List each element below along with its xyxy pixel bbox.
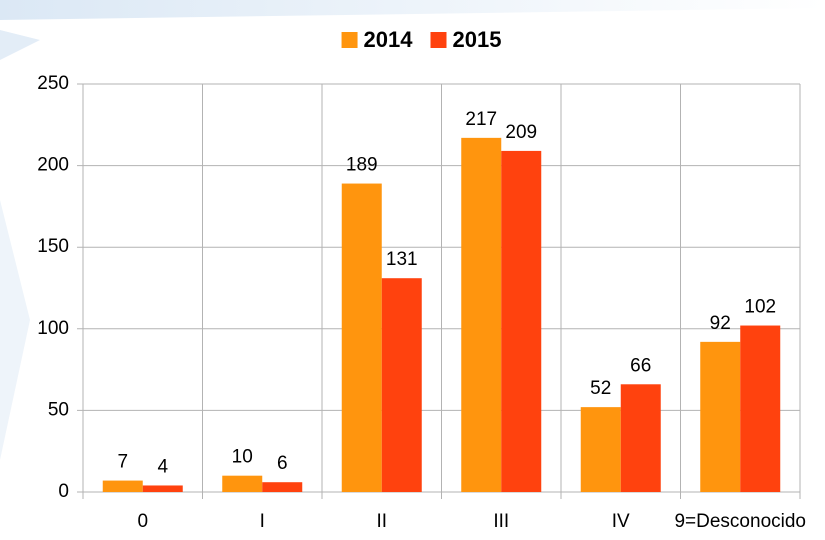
bar — [740, 325, 781, 492]
y-tick-label: 50 — [48, 399, 69, 420]
bar — [620, 384, 661, 492]
bar — [262, 482, 303, 492]
bar — [580, 407, 621, 492]
data-label: 10 — [232, 447, 253, 468]
data-label: 4 — [157, 456, 168, 477]
legend-label: 2014 — [364, 27, 414, 52]
legend-swatch — [341, 32, 358, 48]
data-label: 217 — [465, 109, 497, 130]
data-label: 102 — [744, 297, 776, 318]
decoration — [0, 0, 825, 20]
decoration — [0, 30, 40, 60]
bar — [102, 480, 143, 492]
decoration — [0, 200, 30, 460]
data-label: 209 — [505, 122, 537, 143]
bar — [501, 150, 542, 493]
data-label: 131 — [386, 249, 418, 270]
x-tick-label: I — [260, 511, 265, 532]
x-tick-label: IV — [612, 511, 630, 532]
bar — [142, 485, 183, 492]
bar — [222, 475, 263, 492]
data-label: 189 — [346, 155, 378, 176]
x-tick-label: II — [376, 511, 387, 532]
bar — [700, 341, 741, 492]
y-tick-label: 150 — [37, 236, 69, 257]
data-label: 7 — [117, 452, 128, 473]
x-tick-label: 0 — [137, 511, 148, 532]
bar — [381, 278, 422, 492]
data-label: 92 — [710, 313, 731, 334]
y-tick-label: 250 — [37, 73, 69, 94]
bar — [461, 137, 502, 492]
legend-swatch — [430, 32, 447, 48]
legend-label: 2015 — [453, 27, 502, 52]
y-tick-label: 0 — [58, 481, 69, 502]
y-tick-label: 100 — [37, 318, 69, 339]
y-tick-label: 200 — [37, 155, 69, 176]
bar — [341, 183, 382, 492]
x-tick-label: III — [493, 511, 509, 532]
x-tick-label: 9=Desconocido — [674, 511, 806, 532]
data-label: 6 — [277, 453, 288, 474]
data-label: 66 — [630, 355, 651, 376]
data-label: 52 — [590, 378, 611, 399]
